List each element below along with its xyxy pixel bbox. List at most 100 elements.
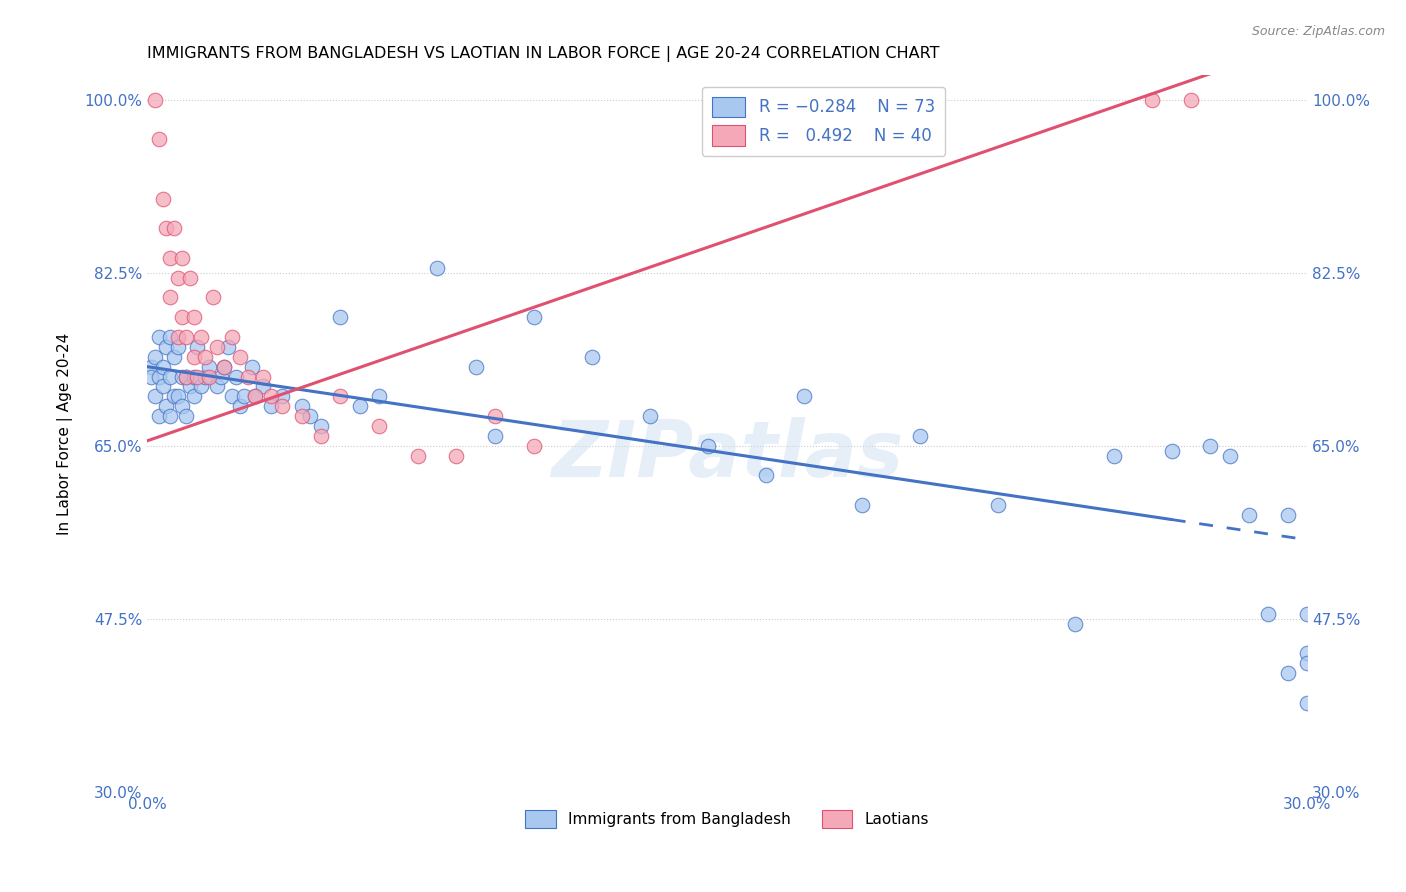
Point bbox=[349, 399, 371, 413]
Point bbox=[236, 369, 259, 384]
Point bbox=[148, 132, 170, 146]
Point bbox=[329, 389, 352, 403]
Point bbox=[240, 359, 263, 374]
Point bbox=[464, 359, 486, 374]
Point bbox=[696, 439, 718, 453]
Point bbox=[174, 369, 197, 384]
Point bbox=[523, 310, 546, 325]
Point bbox=[170, 251, 193, 265]
Point bbox=[198, 359, 221, 374]
Point bbox=[194, 350, 217, 364]
Point bbox=[159, 369, 181, 384]
Point bbox=[1296, 696, 1319, 710]
Point bbox=[1296, 647, 1319, 661]
Point bbox=[221, 330, 243, 344]
Point bbox=[309, 429, 332, 443]
Point bbox=[368, 389, 391, 403]
Point bbox=[446, 449, 468, 463]
Point bbox=[159, 409, 181, 423]
Point bbox=[1277, 666, 1299, 681]
Point bbox=[152, 192, 174, 206]
Point bbox=[179, 379, 201, 393]
Point bbox=[194, 369, 217, 384]
Point bbox=[252, 379, 274, 393]
Point bbox=[167, 330, 190, 344]
Point bbox=[225, 369, 247, 384]
Point bbox=[170, 369, 193, 384]
Point bbox=[484, 429, 506, 443]
Point bbox=[1102, 449, 1125, 463]
Point bbox=[260, 399, 283, 413]
Point bbox=[152, 359, 174, 374]
Point bbox=[163, 221, 186, 235]
Point bbox=[523, 439, 546, 453]
Point bbox=[143, 389, 166, 403]
Point bbox=[148, 409, 170, 423]
Point bbox=[186, 369, 208, 384]
Point bbox=[271, 389, 294, 403]
Point bbox=[232, 389, 254, 403]
Point bbox=[143, 93, 166, 107]
Point bbox=[910, 429, 932, 443]
Point bbox=[198, 369, 221, 384]
Point bbox=[1180, 93, 1202, 107]
Point bbox=[183, 350, 205, 364]
Point bbox=[139, 369, 162, 384]
Point bbox=[170, 310, 193, 325]
Point bbox=[205, 379, 228, 393]
Point bbox=[245, 389, 267, 403]
Point bbox=[638, 409, 661, 423]
Text: Source: ZipAtlas.com: Source: ZipAtlas.com bbox=[1251, 25, 1385, 38]
Point bbox=[1296, 607, 1319, 621]
Point bbox=[1219, 449, 1241, 463]
Point bbox=[1277, 508, 1299, 522]
Point bbox=[183, 310, 205, 325]
Point bbox=[1199, 439, 1222, 453]
Point bbox=[186, 340, 208, 354]
Point bbox=[581, 350, 603, 364]
Point bbox=[139, 359, 162, 374]
Point bbox=[167, 270, 190, 285]
Point bbox=[1237, 508, 1260, 522]
Point bbox=[209, 369, 232, 384]
Point bbox=[406, 449, 429, 463]
Point bbox=[245, 389, 267, 403]
Point bbox=[159, 330, 181, 344]
Point bbox=[163, 350, 186, 364]
Legend: Immigrants from Bangladesh, Laotians: Immigrants from Bangladesh, Laotians bbox=[519, 804, 935, 835]
Point bbox=[1296, 657, 1319, 671]
Point bbox=[1142, 93, 1164, 107]
Point bbox=[148, 330, 170, 344]
Point bbox=[167, 340, 190, 354]
Point bbox=[205, 340, 228, 354]
Point bbox=[260, 389, 283, 403]
Point bbox=[851, 498, 873, 512]
Point bbox=[368, 419, 391, 434]
Point bbox=[155, 221, 177, 235]
Point bbox=[170, 399, 193, 413]
Point bbox=[190, 330, 212, 344]
Point bbox=[152, 379, 174, 393]
Point bbox=[987, 498, 1010, 512]
Point bbox=[229, 350, 252, 364]
Point bbox=[1160, 443, 1182, 458]
Point bbox=[221, 389, 243, 403]
Point bbox=[148, 369, 170, 384]
Point bbox=[1064, 616, 1087, 631]
Point bbox=[183, 389, 205, 403]
Text: IMMIGRANTS FROM BANGLADESH VS LAOTIAN IN LABOR FORCE | AGE 20-24 CORRELATION CHA: IMMIGRANTS FROM BANGLADESH VS LAOTIAN IN… bbox=[148, 46, 939, 62]
Point bbox=[163, 389, 186, 403]
Point bbox=[484, 409, 506, 423]
Point bbox=[183, 369, 205, 384]
Point bbox=[252, 369, 274, 384]
Y-axis label: In Labor Force | Age 20-24: In Labor Force | Age 20-24 bbox=[58, 333, 73, 534]
Point bbox=[291, 399, 314, 413]
Point bbox=[309, 419, 332, 434]
Point bbox=[174, 330, 197, 344]
Point bbox=[155, 399, 177, 413]
Point bbox=[155, 340, 177, 354]
Point bbox=[159, 290, 181, 304]
Point bbox=[291, 409, 314, 423]
Point bbox=[329, 310, 352, 325]
Point bbox=[167, 389, 190, 403]
